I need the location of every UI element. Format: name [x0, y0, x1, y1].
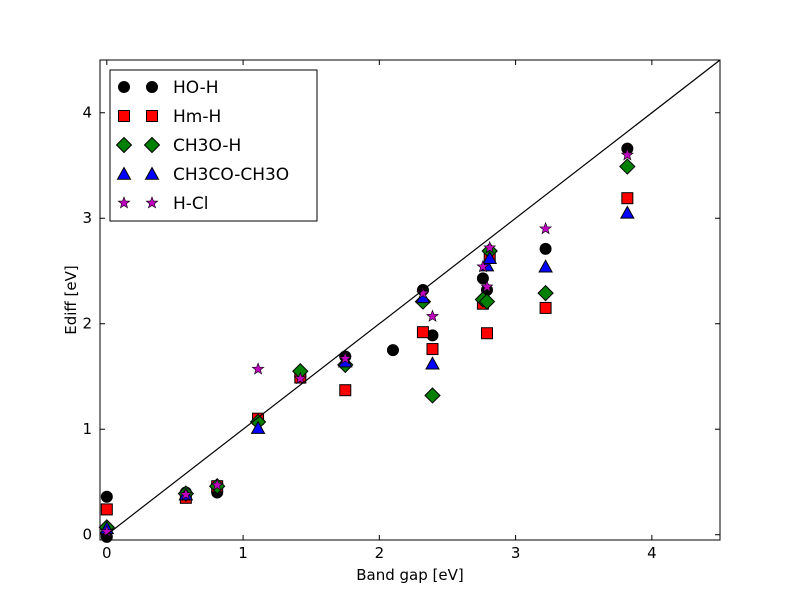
legend-marker — [146, 110, 158, 122]
legend-label: CH3O-H — [173, 136, 241, 156]
legend-label: H-Cl — [173, 194, 209, 214]
data-point-ho-h — [100, 490, 113, 503]
y-tick-label: 2 — [82, 315, 92, 333]
data-point-h-cl — [483, 240, 497, 254]
data-point-hm-h — [480, 327, 493, 340]
data-point-ch3o-h — [424, 387, 441, 404]
legend-marker — [143, 136, 161, 154]
legend-label: Hm-H — [173, 107, 221, 127]
data-point-h-cl — [425, 309, 440, 322]
data-point-ch3co-ch3o — [250, 420, 266, 434]
x-tick-label: 1 — [238, 544, 248, 562]
x-tick-label: 0 — [102, 544, 112, 562]
legend: HO-H Hm-H CH3O-H CH3CO-CH3O H-Cl — [109, 69, 318, 222]
legend-marker — [145, 196, 159, 209]
y-tick-label: 0 — [82, 526, 92, 544]
data-point-ch3o-h — [478, 293, 496, 310]
y-tick-label: 1 — [82, 420, 92, 438]
data-point-hm-h — [339, 384, 352, 397]
x-tick-label: 3 — [511, 544, 521, 562]
data-point-hm-h — [416, 326, 429, 339]
legend-label: HO-H — [173, 78, 219, 98]
legend-marker — [144, 166, 160, 180]
data-markers — [98, 142, 636, 543]
data-point-ch3co-ch3o — [482, 250, 498, 265]
data-point-h-cl — [251, 362, 265, 375]
data-point-ho-h — [476, 272, 489, 285]
x-tick-label: 2 — [375, 544, 385, 562]
data-point-hm-h — [621, 192, 634, 205]
legend-marker — [117, 196, 131, 209]
data-point-h-cl — [210, 478, 224, 491]
data-point-ch3co-ch3o — [619, 205, 635, 219]
data-point-h-cl — [179, 487, 193, 501]
data-point-ho-h — [539, 242, 552, 255]
data-point-h-cl — [338, 351, 352, 365]
data-point-h-cl — [539, 221, 553, 235]
legend-marker — [146, 81, 158, 93]
legend-marker — [115, 136, 133, 154]
axes-frame — [99, 59, 721, 541]
legend-marker — [118, 81, 130, 93]
data-point-h-cl — [476, 259, 490, 273]
legend-label: CH3CO-CH3O — [173, 165, 289, 185]
y-tick-label: 3 — [82, 209, 92, 227]
legend-marker — [116, 166, 132, 180]
data-point-ch3co-ch3o — [538, 259, 553, 273]
data-point-ch3o-h — [619, 158, 636, 175]
data-point-ch3o-h — [537, 284, 554, 302]
data-point-h-cl — [620, 148, 634, 161]
data-point-h-cl — [416, 286, 430, 299]
data-point-hm-h — [100, 503, 113, 516]
data-point-ho-h — [386, 344, 399, 357]
data-point-h-cl — [480, 279, 494, 293]
x-axis-label: Band gap [eV] — [356, 566, 463, 584]
data-point-hm-h — [426, 343, 439, 356]
y-tick-label: 4 — [82, 104, 92, 122]
data-point-ch3co-ch3o — [425, 356, 440, 370]
legend-marker — [118, 110, 130, 122]
data-point-h-cl — [293, 371, 307, 385]
x-tick-label: 4 — [647, 544, 657, 562]
data-point-hm-h — [539, 301, 552, 314]
reference-line — [106, 59, 721, 536]
y-axis-label: Ediff [eV] — [62, 265, 80, 334]
axis-ticks: 0 1 2 3 4 0 1 2 3 4 — [82, 60, 720, 562]
